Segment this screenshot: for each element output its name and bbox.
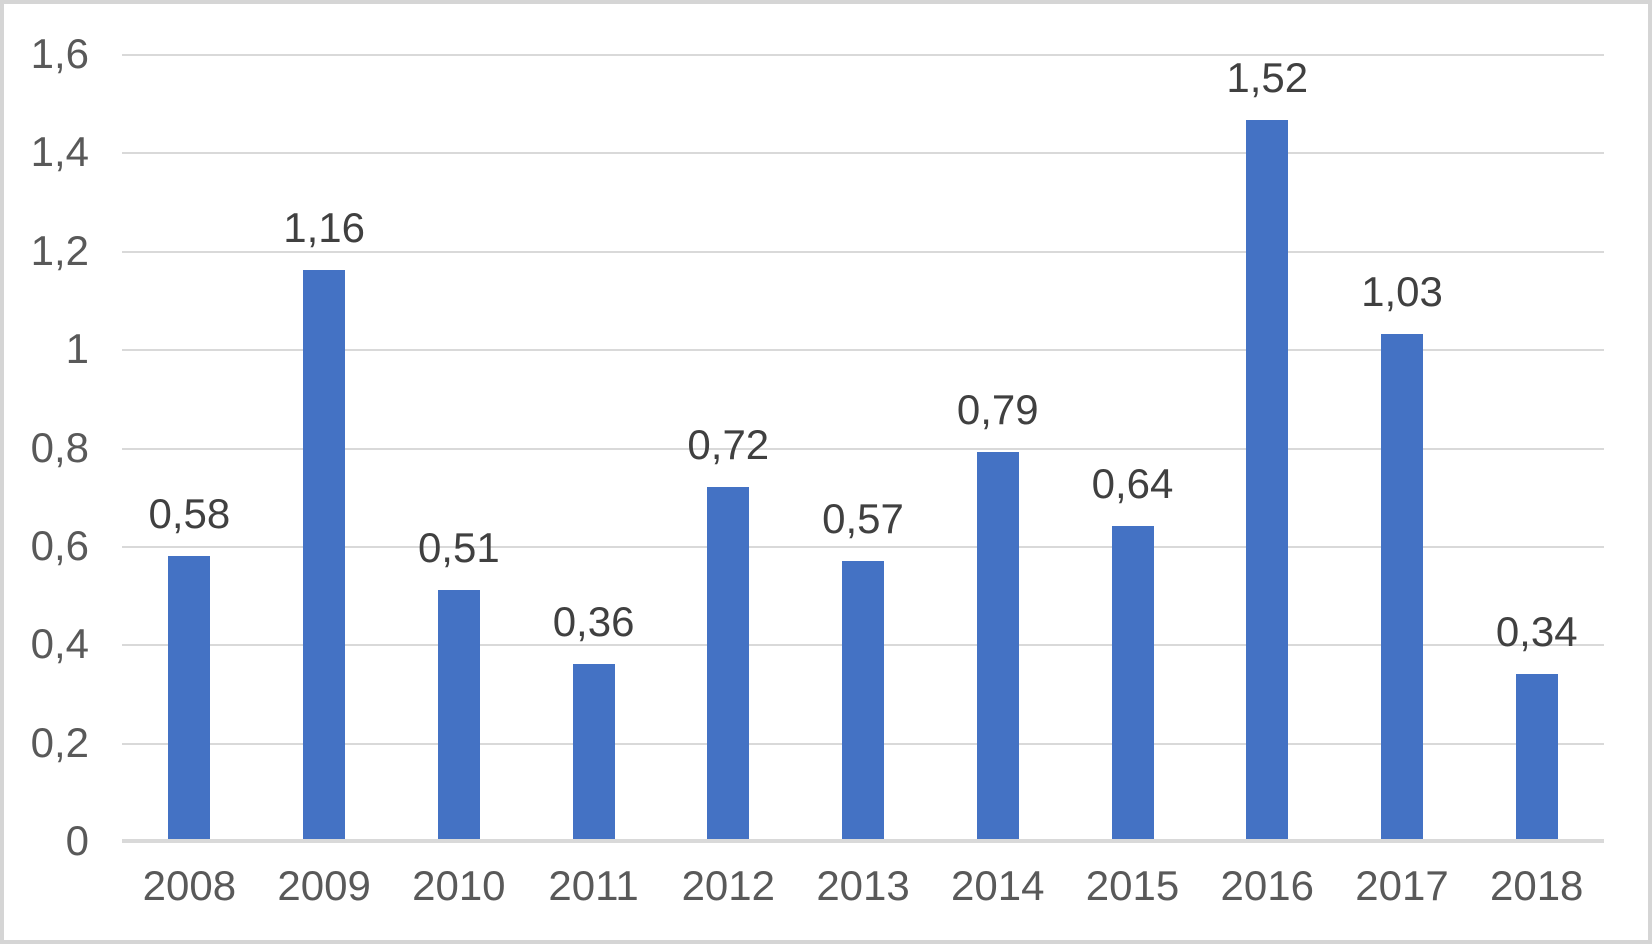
y-tick-label: 1,2 <box>30 226 89 274</box>
bar-2009 <box>303 270 346 841</box>
gridline <box>122 349 1604 352</box>
bar-2010 <box>437 590 480 841</box>
bar-slot-2010: 0,51 <box>391 54 526 841</box>
bar-value-label: 0,79 <box>956 386 1039 433</box>
bar-2013 <box>842 561 885 841</box>
y-tick-label: 1 <box>65 325 89 373</box>
bar-2016 <box>1246 120 1289 841</box>
bar-slot-2017: 1,03 <box>1335 54 1470 841</box>
bar-value-label: 0,57 <box>822 495 904 542</box>
x-tick-label-2011: 2011 <box>548 862 639 909</box>
bar-value-label: 1,16 <box>283 204 365 251</box>
bar-2015 <box>1111 526 1154 841</box>
y-tick-label: 1,4 <box>30 128 89 176</box>
plot-area: 0,58 1,16 0,51 0,36 0,72 0,57 0,79 0,64 1,52 1,03… <box>122 54 1604 843</box>
y-tick-label: 0,6 <box>30 521 89 569</box>
gridline <box>122 250 1604 253</box>
bar-value-label: 1,03 <box>1361 268 1443 315</box>
bar-2018 <box>1515 674 1558 841</box>
y-tick-label: 0,8 <box>30 423 89 471</box>
x-tick-label-2017: 2017 <box>1355 862 1449 909</box>
bar-slot-2011: 0,36 <box>526 54 661 841</box>
bar-value-label: 0,58 <box>148 490 231 537</box>
x-tick-label-2008: 2008 <box>142 862 237 909</box>
bar-slot-2018: 0,34 <box>1469 54 1604 841</box>
bar-slot-2009: 1,16 <box>257 54 392 841</box>
x-tick-label-2018: 2018 <box>1489 862 1584 909</box>
bar-value-label: 0,34 <box>1495 608 1578 655</box>
y-tick-label: 0 <box>65 817 89 864</box>
bar-slot-2015: 0,64 <box>1065 54 1200 841</box>
bar-slot-2008: 0,58 <box>122 54 257 841</box>
x-tick-label-2015: 2015 <box>1085 862 1180 909</box>
bar-slot-2013: 0,57 <box>796 54 931 841</box>
bar-2008 <box>168 556 211 841</box>
x-tick-label-2013: 2013 <box>816 862 910 909</box>
y-tick-label: 0,2 <box>30 718 89 766</box>
gridline <box>122 447 1604 450</box>
bar-2014 <box>976 452 1019 841</box>
x-tick-label-2009: 2009 <box>277 862 371 909</box>
bar-value-label: 0,51 <box>417 524 500 571</box>
gridline <box>122 54 1604 56</box>
bar-value-label: 0,72 <box>687 421 770 468</box>
bar-2012 <box>707 487 750 841</box>
y-axis: 1,6 1,4 1,2 1 0,8 0,6 0,4 0,2 0 <box>4 4 89 940</box>
bars-row: 0,58 1,16 0,51 0,36 0,72 0,57 0,79 0,64 1,52 1,03… <box>122 54 1604 841</box>
bar-slot-2014: 0,79 <box>930 54 1065 841</box>
x-tick-label-2010: 2010 <box>412 862 506 909</box>
x-tick-label-2014: 2014 <box>951 862 1045 909</box>
x-axis: 2008 2009 2010 2011 2012 2013 2014 2015 2016 2017… <box>122 862 1604 910</box>
gridline <box>122 545 1604 548</box>
y-tick-label: 0,4 <box>30 620 89 668</box>
gridline <box>122 152 1604 155</box>
bar-value-label: 0,36 <box>552 598 635 645</box>
x-tick-label-2012: 2012 <box>681 862 776 909</box>
bar-value-label: 0,64 <box>1091 460 1174 507</box>
bar-2017 <box>1380 334 1423 841</box>
bar-2011 <box>572 664 615 841</box>
x-axis-line <box>122 839 1604 843</box>
bar-value-label: 1,52 <box>1226 54 1309 101</box>
y-tick-label: 1,6 <box>30 30 89 77</box>
x-tick-label-2016: 2016 <box>1220 862 1314 909</box>
bar-slot-2016: 1,52 <box>1200 54 1335 841</box>
bar-slot-2012: 0,72 <box>661 54 796 841</box>
